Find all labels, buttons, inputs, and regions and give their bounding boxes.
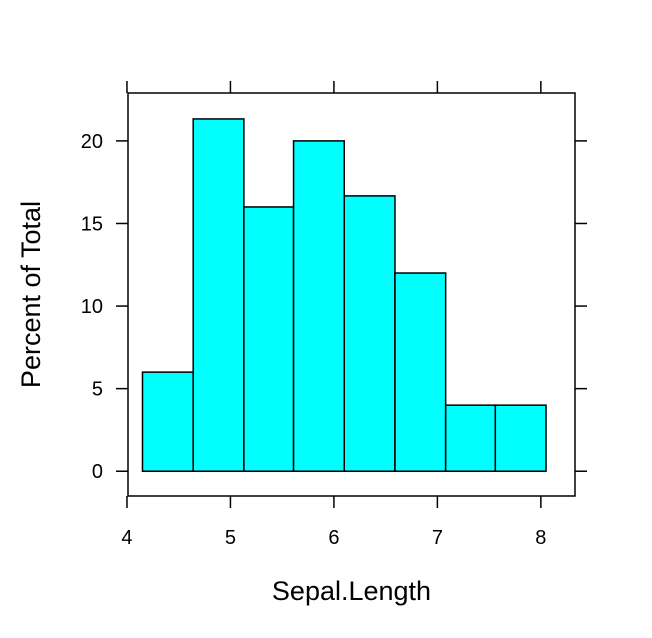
histogram-bar [494,404,547,472]
x-tick-label: 6 [328,527,339,549]
histogram-bar [394,272,447,472]
y-axis: 0 5 10 15 20 [81,131,587,483]
histogram-bar [444,404,497,472]
y-tick-label: 5 [92,379,103,401]
y-tick-label: 10 [81,296,103,318]
x-axis-title: Sepal.Length [272,576,431,606]
y-tick-label: 20 [81,131,103,153]
plot-frame [127,92,576,497]
histogram-bar [343,195,396,472]
x-tick-label: 5 [225,527,236,549]
x-axis: 4 5 6 7 8 [121,81,546,549]
y-axis-title: Percent of Total [16,201,46,388]
x-tick-label: 8 [535,527,546,549]
bars-group [141,118,547,472]
histogram-bar [243,206,295,472]
y-tick-label: 15 [81,213,103,235]
x-tick-label: 4 [121,527,132,549]
x-tick-label: 7 [432,527,443,549]
histogram-bar [192,118,245,472]
histogram-bar [141,371,194,472]
histogram-bar [292,140,346,472]
y-tick-label: 0 [92,461,103,483]
